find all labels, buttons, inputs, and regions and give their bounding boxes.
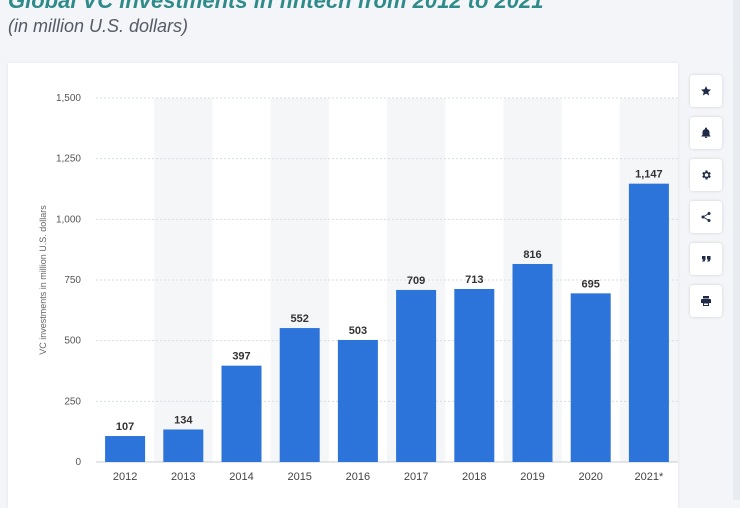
data-label: 134 — [174, 414, 193, 426]
bar — [628, 183, 669, 463]
bar — [512, 263, 553, 462]
quote-icon[interactable] — [690, 243, 722, 275]
bar — [105, 436, 146, 462]
data-label: 397 — [232, 351, 250, 363]
x-tick-label: 2020 — [578, 471, 602, 483]
x-tick-label: 2017 — [404, 471, 428, 483]
x-tick-label: 2016 — [346, 471, 370, 483]
x-tick-label: 2021* — [635, 471, 664, 483]
chart-card: 0 250 500 750 1,000 1,250 1,500 VC investments … — [8, 63, 678, 508]
bar-chart: 0 250 500 750 1,000 1,250 1,500 VC investments … — [38, 93, 678, 483]
data-label: 713 — [465, 274, 483, 286]
y-tick-label: 1,250 — [56, 154, 81, 165]
y-axis-title: VC investments in million U.S. dollars — [38, 205, 48, 355]
x-tick-label: 2019 — [520, 471, 544, 483]
bell-icon[interactable] — [690, 117, 722, 149]
data-label: 552 — [291, 313, 309, 325]
bar — [279, 328, 320, 462]
data-label: 1,147 — [635, 169, 663, 181]
x-tick-label: 2014 — [229, 471, 253, 483]
x-tick-label: 2015 — [287, 471, 311, 483]
y-tick-label: 0 — [75, 457, 81, 468]
star-icon[interactable] — [690, 75, 722, 107]
share-icon[interactable] — [690, 201, 722, 233]
data-label: 107 — [116, 421, 134, 433]
chart-subtitle: (in million U.S. dollars) — [8, 16, 189, 36]
y-tick-label: 1,500 — [56, 93, 81, 104]
bar — [163, 429, 204, 462]
x-tick-label: 2013 — [171, 471, 195, 483]
bar — [454, 288, 495, 462]
y-tick-label: 250 — [64, 396, 81, 407]
bar — [396, 289, 437, 462]
y-tick-label: 1,000 — [56, 214, 81, 225]
print-icon[interactable] — [690, 285, 722, 317]
gear-icon[interactable] — [690, 159, 722, 191]
window-edge — [733, 0, 740, 500]
bar — [337, 339, 378, 462]
bar — [570, 293, 611, 462]
data-label: 816 — [523, 249, 541, 261]
x-tick-label: 2012 — [113, 471, 137, 483]
bar — [221, 365, 262, 462]
data-label: 709 — [407, 275, 425, 287]
data-label: 503 — [349, 325, 367, 337]
y-tick-label: 750 — [64, 275, 81, 286]
y-tick-label: 500 — [64, 336, 81, 347]
chart-title: Global VC investments in fintech from 20… — [8, 0, 544, 13]
plot-band — [154, 98, 213, 462]
data-label: 695 — [582, 278, 600, 290]
x-tick-label: 2018 — [462, 471, 486, 483]
